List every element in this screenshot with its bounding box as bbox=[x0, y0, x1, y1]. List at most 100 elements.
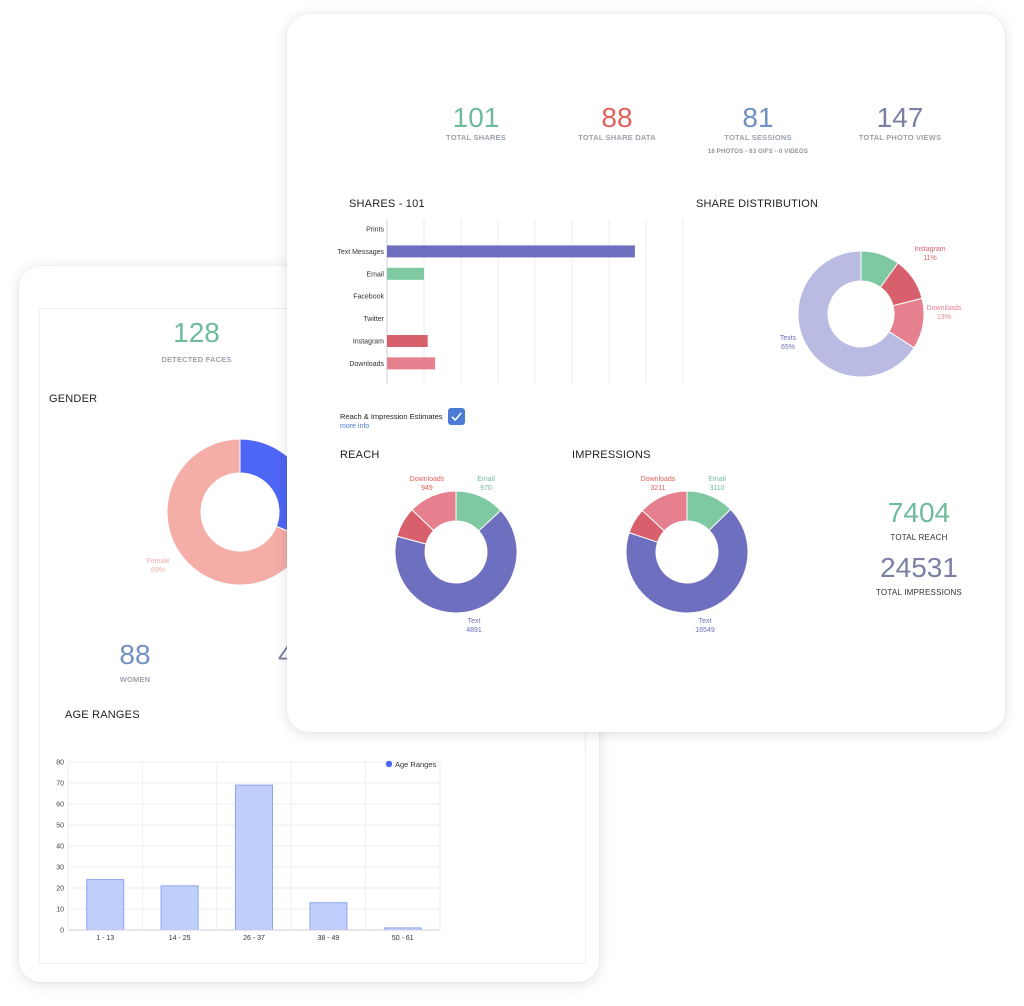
impressions-downloads-label: Downloads 3211 bbox=[641, 475, 676, 493]
impressions-slice-text bbox=[625, 508, 749, 614]
impressions-title: IMPRESSIONS bbox=[572, 449, 651, 461]
reach-text-name: Text bbox=[467, 618, 481, 625]
reach-donut-chart bbox=[394, 490, 518, 614]
impressions-downloads-value: 3211 bbox=[650, 485, 666, 492]
reach-downloads-label: Downloads 949 bbox=[410, 475, 445, 493]
total-sessions-label: TOTAL SESSIONS bbox=[724, 133, 792, 142]
reach-slice-downloads bbox=[411, 490, 457, 532]
shares-category-label: Instagram bbox=[353, 339, 384, 346]
shares-category-label: Downloads bbox=[349, 361, 384, 368]
total-shares-label: TOTAL SHARES bbox=[446, 133, 506, 142]
total-sessions-value: 81 bbox=[742, 102, 774, 133]
reach-downloads-value: 949 bbox=[421, 485, 433, 492]
reach-text-value: 4891 bbox=[466, 627, 482, 634]
reach-text-label: Text 4891 bbox=[466, 617, 482, 635]
female-slice-name: Female bbox=[146, 558, 170, 565]
impressions-slice-downloads bbox=[641, 490, 688, 532]
impressions-text-value: 16549 bbox=[695, 627, 715, 634]
impressions-donut-chart bbox=[625, 490, 749, 614]
age-category-label: 38 - 49 bbox=[318, 935, 340, 942]
impressions-email-name: Email bbox=[708, 476, 726, 483]
age-legend-swatch bbox=[385, 760, 393, 768]
reach-email-value: 970 bbox=[480, 485, 492, 492]
detected-faces-value: 128 bbox=[173, 317, 220, 348]
reach-email-name: Email bbox=[477, 476, 495, 483]
total-share-data-value: 88 bbox=[601, 102, 633, 133]
total-impressions-label: TOTAL IMPRESSIONS bbox=[876, 588, 962, 597]
reach-email-label: Email 970 bbox=[477, 475, 495, 493]
shares-dashboard-card: 101 TOTAL SHARES 88 TOTAL SHARE DATA 81 … bbox=[287, 14, 1005, 732]
shares-category-label: Prints bbox=[366, 227, 384, 234]
reach-estimates-label: Reach & Impression Estimates bbox=[340, 412, 443, 421]
impressions-email-label: Email 3110 bbox=[708, 475, 726, 493]
age-legend-label: Age Ranges bbox=[395, 760, 437, 769]
more-info-link[interactable]: more info bbox=[340, 423, 370, 430]
impressions-downloads-name: Downloads bbox=[640, 476, 676, 483]
total-share-data-label: TOTAL SHARE DATA bbox=[578, 133, 656, 142]
gender-slice-female bbox=[166, 438, 309, 586]
detected-faces-label: DETECTED FACES bbox=[161, 355, 232, 364]
total-impressions-value: 24531 bbox=[880, 552, 958, 583]
reach-title: REACH bbox=[340, 449, 380, 461]
dist-instagram-name: Instagram bbox=[914, 246, 946, 253]
shares-category-label: Text Messages bbox=[337, 249, 384, 256]
shares-bar-chart: 01020304050607080PrintsText MessagesEmai… bbox=[337, 219, 684, 384]
shares-bar-instagram bbox=[387, 335, 428, 347]
share-distribution-chart bbox=[797, 250, 925, 378]
impressions-email-value: 3110 bbox=[709, 485, 725, 492]
women-value: 88 bbox=[119, 639, 151, 670]
age-category-label: 14 - 25 bbox=[169, 935, 191, 942]
reach-downloads-name: Downloads bbox=[409, 476, 445, 483]
shares-bar-email bbox=[387, 267, 424, 280]
checkmark-icon bbox=[451, 412, 462, 422]
dist-downloads-label: Downloads 13% bbox=[927, 304, 962, 322]
gender-title: GENDER bbox=[49, 393, 98, 405]
dist-instagram-pct: 11% bbox=[923, 255, 937, 262]
female-slice-pct: 69% bbox=[150, 567, 165, 574]
dist-texts-pct: 65% bbox=[780, 344, 795, 351]
total-shares-value: 101 bbox=[452, 102, 500, 133]
age-category-label: 50 - 61 bbox=[392, 935, 414, 942]
age-category-label: 1 - 13 bbox=[96, 935, 114, 942]
age-category-label: 26 - 37 bbox=[243, 935, 265, 942]
shares-bar-downloads bbox=[387, 357, 436, 370]
age-ranges-chart: 0 10 20 30 40 50 60 70 80 1 - 13 14 - 25 26 - 37 38 … bbox=[56, 760, 441, 942]
reach-estimates-checkbox[interactable] bbox=[448, 408, 465, 425]
total-reach-value: 7404 bbox=[887, 497, 951, 528]
shares-category-label: Facebook bbox=[353, 294, 384, 301]
age-bar-26-37 bbox=[235, 784, 273, 931]
age-y-tick: 40 bbox=[56, 844, 64, 851]
total-photo-views-label: TOTAL PHOTO VIEWS bbox=[858, 133, 942, 142]
women-label: WOMEN bbox=[119, 675, 151, 684]
reach-slice-text bbox=[394, 509, 518, 614]
age-y-tick: 70 bbox=[56, 781, 64, 788]
dist-instagram-label: Instagram 11% bbox=[914, 245, 945, 263]
shares-title: SHARES - 101 bbox=[349, 198, 425, 210]
dist-texts-name: Texts bbox=[779, 335, 797, 342]
shares-bar-text-messages bbox=[387, 245, 635, 258]
age-bar-14-25 bbox=[160, 885, 199, 931]
age-y-tick: 50 bbox=[56, 823, 64, 830]
share-distribution-title: SHARE DISTRIBUTION bbox=[696, 198, 819, 210]
impressions-text-label: Text 16549 bbox=[695, 617, 714, 635]
age-y-tick: 10 bbox=[56, 907, 64, 914]
total-reach-label: TOTAL REACH bbox=[890, 533, 948, 542]
shares-category-label: Email bbox=[366, 271, 384, 278]
shares-category-label: Twitter bbox=[363, 316, 384, 323]
total-photo-views-value: 147 bbox=[876, 102, 924, 133]
dist-downloads-pct: 13% bbox=[936, 314, 952, 321]
sessions-breakdown: 18 PHOTOS - 63 GIFS - 0 VIDEOS bbox=[707, 149, 809, 155]
age-y-tick: 0 bbox=[60, 928, 64, 935]
age-y-tick: 20 bbox=[56, 886, 64, 893]
age-bar-38-49 bbox=[309, 902, 348, 931]
age-bar-1-13 bbox=[86, 879, 125, 931]
dist-downloads-name: Downloads bbox=[926, 305, 962, 312]
distribution-slice-texts bbox=[797, 250, 915, 378]
gender-female-label: Female 69% bbox=[146, 557, 169, 575]
age-y-tick: 80 bbox=[56, 760, 64, 767]
age-y-tick: 30 bbox=[56, 865, 64, 872]
impressions-text-name: Text bbox=[698, 618, 712, 625]
dist-texts-label: Texts 65% bbox=[780, 334, 796, 352]
age-y-tick: 60 bbox=[56, 802, 64, 809]
age-ranges-title: AGE RANGES bbox=[65, 709, 140, 721]
